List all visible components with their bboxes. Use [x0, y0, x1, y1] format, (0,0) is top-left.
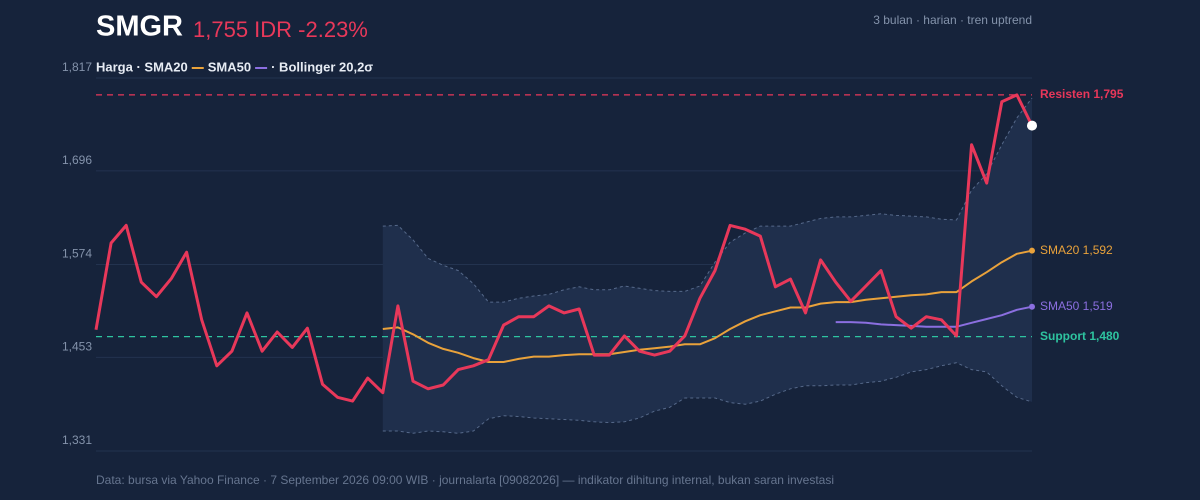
end-dot: [1029, 247, 1035, 254]
bollinger-line: [382, 97, 1033, 303]
sma-line: [382, 249, 1033, 363]
end-label: SMA20 1,592: [1040, 243, 1113, 257]
reference-label: Resisten 1,795: [1040, 87, 1124, 101]
end-label: SMA50 1,519: [1040, 299, 1113, 313]
price-line: [94, 93, 1034, 403]
legend-label: SMA50: [208, 59, 251, 74]
legend-label: Harga · SMA20: [96, 59, 188, 74]
source-note: Data: bursa via Yahoo Finance · 7 Septem…: [96, 473, 834, 487]
legend-label: · Bollinger 20,2σ: [271, 59, 373, 74]
y-tick-label: 1,574: [62, 247, 92, 261]
end-dot: [1029, 303, 1035, 310]
reference-label: Support 1,480: [1040, 329, 1120, 343]
y-tick-label: 1,817: [62, 60, 92, 74]
y-tick-label: 1,331: [62, 433, 92, 447]
bollinger-area: [382, 98, 1032, 434]
chart-subtitle: 1,755 IDR -2.23%: [193, 17, 368, 42]
last-price-dot: [1027, 120, 1037, 131]
y-tick-label: 1,453: [62, 340, 92, 354]
chart-note: 3 bulan · harian · tren uptrend: [873, 13, 1032, 27]
sma-line: [835, 305, 1033, 328]
chart-title: SMGR: [96, 11, 183, 43]
y-tick-label: 1,696: [62, 153, 92, 167]
